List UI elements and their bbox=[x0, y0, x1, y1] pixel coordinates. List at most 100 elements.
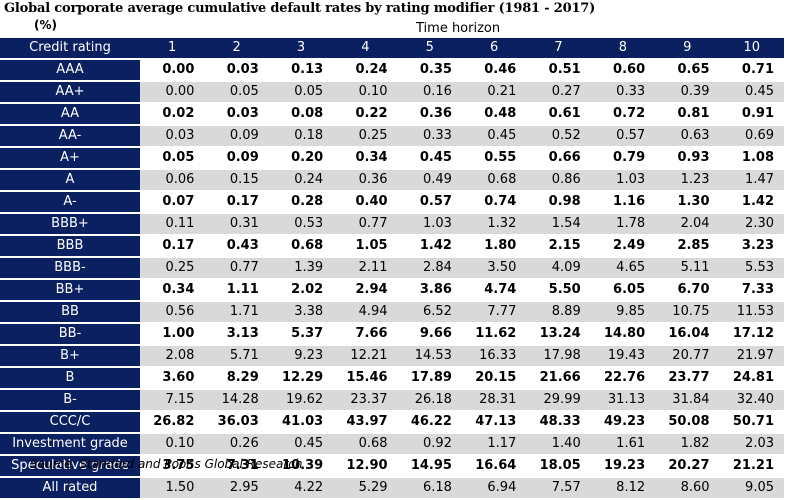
rate-cell: 0.15 bbox=[204, 169, 269, 192]
rate-cell: 23.37 bbox=[333, 389, 398, 412]
rate-cell: 1.11 bbox=[204, 279, 269, 302]
rate-cell: 19.43 bbox=[590, 345, 656, 368]
rate-cell: 4.74 bbox=[461, 279, 527, 302]
rating-label: BBB+ bbox=[0, 213, 140, 236]
rate-cell: 0.46 bbox=[461, 59, 527, 82]
rate-cell: 0.34 bbox=[333, 147, 398, 170]
rate-cell: 7.77 bbox=[461, 301, 527, 324]
rate-cell: 8.89 bbox=[526, 301, 591, 324]
rating-label: AA+ bbox=[0, 81, 140, 104]
rate-cell: 0.45 bbox=[397, 147, 462, 170]
rate-cell: 16.33 bbox=[461, 345, 527, 368]
rate-cell: 0.11 bbox=[140, 213, 205, 236]
horizon-column-header: 3 bbox=[268, 38, 334, 60]
rating-label: A bbox=[0, 169, 140, 192]
table-row: AAA 0.00 0.03 0.13 0.24 0.35 0.46 0.51 0.60 0.65 0… bbox=[0, 59, 784, 82]
rate-cell: 0.77 bbox=[204, 257, 269, 280]
source-note: Source: Standard and Poor's Global Resea… bbox=[30, 457, 303, 471]
rate-cell: 15.46 bbox=[333, 367, 398, 390]
table-row: AA 0.02 0.03 0.08 0.22 0.36 0.48 0.61 0.72 0.81 0.… bbox=[0, 103, 784, 126]
table-row: All rated 1.50 2.95 4.22 5.29 6.18 6.94 7.57 8.1… bbox=[0, 477, 784, 500]
rate-cell: 2.15 bbox=[526, 235, 591, 258]
rate-cell: 5.37 bbox=[268, 323, 334, 346]
rate-cell: 1.03 bbox=[397, 213, 462, 236]
rate-cell: 21.97 bbox=[719, 345, 784, 368]
rate-cell: 23.77 bbox=[655, 367, 720, 390]
rate-cell: 29.99 bbox=[526, 389, 591, 412]
rate-cell: 14.95 bbox=[397, 455, 462, 478]
rate-cell: 2.03 bbox=[719, 433, 784, 456]
rate-cell: 0.28 bbox=[268, 191, 334, 214]
rate-cell: 2.11 bbox=[333, 257, 398, 280]
table-title: Global corporate average cumulative defa… bbox=[4, 1, 596, 16]
rate-cell: 0.08 bbox=[268, 103, 334, 126]
rating-label: AA- bbox=[0, 125, 140, 148]
rate-cell: 0.68 bbox=[461, 169, 527, 192]
rate-cell: 0.45 bbox=[268, 433, 334, 456]
rate-cell: 9.23 bbox=[268, 345, 334, 368]
horizon-column-header: 2 bbox=[204, 38, 269, 60]
rate-cell: 2.04 bbox=[655, 213, 720, 236]
rate-cell: 2.94 bbox=[333, 279, 398, 302]
table-row: AA- 0.03 0.09 0.18 0.25 0.33 0.45 0.52 0.57 0.63 0… bbox=[0, 125, 784, 148]
rate-cell: 48.33 bbox=[526, 411, 591, 434]
rating-label: BB bbox=[0, 301, 140, 324]
rate-cell: 0.60 bbox=[590, 59, 656, 82]
rate-cell: 3.23 bbox=[719, 235, 784, 258]
rate-cell: 3.13 bbox=[204, 323, 269, 346]
rate-cell: 17.12 bbox=[719, 323, 784, 346]
rate-cell: 0.77 bbox=[333, 213, 398, 236]
rate-cell: 18.05 bbox=[526, 455, 591, 478]
unit-label: (%) bbox=[34, 18, 57, 32]
rate-cell: 0.25 bbox=[140, 257, 205, 280]
rate-cell: 0.05 bbox=[204, 81, 269, 104]
rate-cell: 7.31 bbox=[204, 455, 269, 478]
rate-cell: 0.17 bbox=[140, 235, 205, 258]
rate-cell: 26.82 bbox=[140, 411, 205, 434]
rate-cell: 12.29 bbox=[268, 367, 334, 390]
rate-cell: 1.71 bbox=[204, 301, 269, 324]
rate-cell: 0.17 bbox=[204, 191, 269, 214]
rate-cell: 20.77 bbox=[655, 345, 720, 368]
horizon-column-header: 7 bbox=[526, 38, 591, 60]
rate-cell: 7.15 bbox=[140, 389, 205, 412]
rate-cell: 0.55 bbox=[461, 147, 527, 170]
rate-cell: 0.63 bbox=[655, 125, 720, 148]
rate-cell: 6.52 bbox=[397, 301, 462, 324]
rate-cell: 0.49 bbox=[397, 169, 462, 192]
table-row: AA+ 0.00 0.05 0.05 0.10 0.16 0.21 0.27 0.33 0.39 0… bbox=[0, 81, 784, 104]
rate-cell: 0.36 bbox=[333, 169, 398, 192]
rate-cell: 3.50 bbox=[461, 257, 527, 280]
rate-cell: 0.52 bbox=[526, 125, 591, 148]
rate-cell: 3.86 bbox=[397, 279, 462, 302]
rate-cell: 0.98 bbox=[526, 191, 591, 214]
rate-cell: 3.38 bbox=[268, 301, 334, 324]
rate-cell: 0.39 bbox=[655, 81, 720, 104]
rate-cell: 0.26 bbox=[204, 433, 269, 456]
rate-cell: 0.79 bbox=[590, 147, 656, 170]
rate-cell: 5.29 bbox=[333, 477, 398, 500]
rate-cell: 0.33 bbox=[590, 81, 656, 104]
rating-label: B bbox=[0, 367, 140, 390]
rate-cell: 1.16 bbox=[590, 191, 656, 214]
rate-cell: 0.45 bbox=[719, 81, 784, 104]
rate-cell: 4.65 bbox=[590, 257, 656, 280]
table-row: Investment grade 0.10 0.26 0.45 0.68 0.92 1.17… bbox=[0, 433, 784, 456]
rate-cell: 0.33 bbox=[397, 125, 462, 148]
rate-cell: 8.12 bbox=[590, 477, 656, 500]
rate-cell: 0.20 bbox=[268, 147, 334, 170]
table-row: B+ 2.08 5.71 9.23 12.21 14.53 16.33 17.98 19.43 2… bbox=[0, 345, 784, 368]
rate-cell: 0.05 bbox=[140, 147, 205, 170]
rate-cell: 2.85 bbox=[655, 235, 720, 258]
rating-label: AAA bbox=[0, 59, 140, 82]
rating-label: A- bbox=[0, 191, 140, 214]
rate-cell: 26.18 bbox=[397, 389, 462, 412]
table-row: A- 0.07 0.17 0.28 0.40 0.57 0.74 0.98 1.16 1.30 1.… bbox=[0, 191, 784, 214]
rate-cell: 0.09 bbox=[204, 125, 269, 148]
rate-cell: 41.03 bbox=[268, 411, 334, 434]
rate-cell: 0.53 bbox=[268, 213, 334, 236]
rate-cell: 19.62 bbox=[268, 389, 334, 412]
rate-cell: 1.40 bbox=[526, 433, 591, 456]
rate-cell: 1.80 bbox=[461, 235, 527, 258]
rate-cell: 4.94 bbox=[333, 301, 398, 324]
